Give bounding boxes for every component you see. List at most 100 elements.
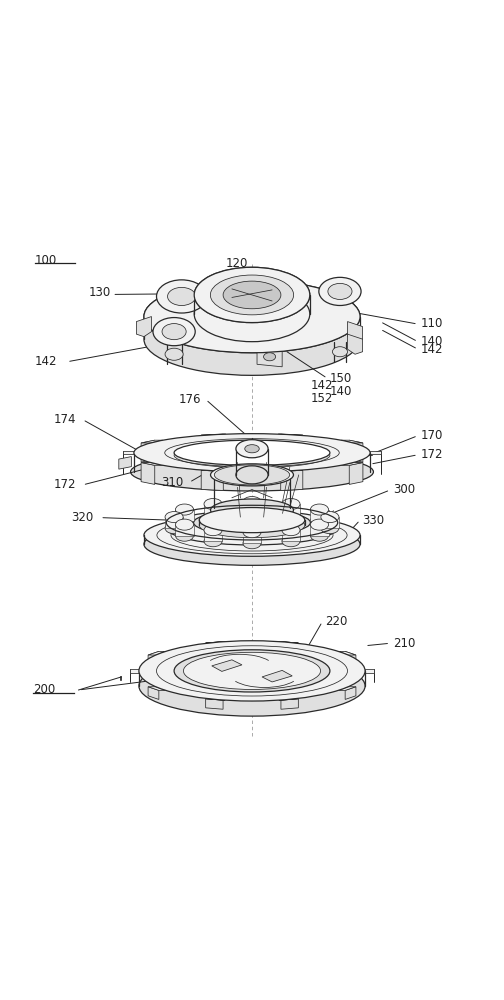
Polygon shape: [243, 502, 261, 513]
Ellipse shape: [248, 689, 256, 693]
Ellipse shape: [321, 512, 339, 523]
Polygon shape: [148, 687, 166, 690]
Polygon shape: [148, 651, 159, 664]
Text: 200: 200: [33, 683, 55, 696]
Ellipse shape: [243, 527, 261, 538]
Ellipse shape: [328, 283, 352, 299]
Text: 300: 300: [393, 483, 415, 496]
Polygon shape: [349, 440, 363, 462]
Ellipse shape: [204, 499, 222, 510]
Text: 210: 210: [393, 637, 415, 650]
Ellipse shape: [245, 445, 259, 453]
Polygon shape: [347, 322, 362, 342]
Text: 140: 140: [330, 385, 352, 398]
Polygon shape: [175, 525, 194, 536]
Text: 120: 120: [226, 257, 248, 270]
Polygon shape: [206, 642, 223, 652]
Polygon shape: [347, 334, 362, 354]
Ellipse shape: [310, 504, 329, 515]
Polygon shape: [281, 699, 298, 709]
Polygon shape: [365, 669, 374, 673]
Ellipse shape: [139, 641, 365, 701]
Polygon shape: [141, 463, 163, 465]
Ellipse shape: [174, 650, 330, 692]
Ellipse shape: [310, 515, 329, 526]
Ellipse shape: [167, 287, 196, 305]
Text: 110: 110: [420, 317, 443, 330]
Ellipse shape: [144, 523, 360, 565]
Ellipse shape: [139, 656, 365, 716]
Polygon shape: [279, 699, 298, 700]
Polygon shape: [281, 434, 303, 454]
Ellipse shape: [211, 499, 293, 521]
Polygon shape: [282, 530, 300, 541]
Polygon shape: [206, 642, 225, 643]
Ellipse shape: [144, 280, 360, 353]
Ellipse shape: [166, 510, 338, 545]
Ellipse shape: [204, 536, 222, 547]
Polygon shape: [165, 517, 183, 528]
Polygon shape: [349, 463, 363, 484]
Text: 220: 220: [325, 615, 347, 628]
Polygon shape: [278, 434, 303, 435]
Text: 172: 172: [53, 478, 76, 491]
Ellipse shape: [243, 538, 261, 549]
Ellipse shape: [264, 353, 276, 361]
Polygon shape: [212, 660, 242, 671]
Ellipse shape: [175, 515, 194, 526]
Polygon shape: [278, 470, 303, 471]
Text: 150: 150: [330, 372, 352, 385]
Text: 176: 176: [179, 393, 202, 406]
Text: 142: 142: [311, 379, 333, 392]
Ellipse shape: [204, 525, 222, 536]
Text: 140: 140: [420, 335, 443, 348]
Ellipse shape: [199, 508, 305, 533]
Ellipse shape: [183, 652, 321, 689]
Polygon shape: [282, 504, 300, 515]
Polygon shape: [201, 470, 223, 490]
Ellipse shape: [175, 519, 194, 530]
Text: 142: 142: [420, 343, 443, 356]
Text: 330: 330: [362, 514, 385, 527]
Ellipse shape: [310, 519, 329, 530]
Polygon shape: [201, 434, 226, 435]
Text: 142: 142: [35, 355, 57, 368]
Polygon shape: [175, 510, 194, 521]
Polygon shape: [321, 517, 339, 528]
Ellipse shape: [131, 453, 373, 491]
Ellipse shape: [194, 286, 310, 342]
Text: 152: 152: [311, 392, 333, 405]
Polygon shape: [123, 451, 135, 454]
Ellipse shape: [174, 440, 330, 465]
Ellipse shape: [236, 440, 268, 458]
Polygon shape: [310, 510, 329, 521]
Polygon shape: [201, 470, 226, 471]
Ellipse shape: [333, 347, 347, 357]
Polygon shape: [148, 651, 166, 655]
Ellipse shape: [165, 512, 183, 523]
Ellipse shape: [199, 513, 305, 538]
Ellipse shape: [236, 466, 268, 484]
Ellipse shape: [134, 434, 370, 472]
Text: 100: 100: [35, 254, 57, 267]
Ellipse shape: [144, 514, 360, 556]
Text: 174: 174: [53, 413, 76, 426]
Ellipse shape: [282, 536, 300, 547]
Polygon shape: [204, 504, 222, 515]
Ellipse shape: [282, 510, 300, 521]
Ellipse shape: [165, 523, 183, 534]
Ellipse shape: [165, 348, 183, 360]
Polygon shape: [262, 670, 292, 682]
Ellipse shape: [211, 464, 293, 486]
Ellipse shape: [157, 280, 207, 313]
Ellipse shape: [243, 508, 261, 519]
Polygon shape: [137, 317, 152, 337]
Text: 172: 172: [420, 448, 443, 461]
Ellipse shape: [310, 530, 329, 541]
Polygon shape: [345, 687, 356, 699]
Text: 310: 310: [161, 476, 184, 489]
Ellipse shape: [194, 267, 310, 323]
Polygon shape: [206, 699, 223, 709]
Text: 320: 320: [71, 511, 93, 524]
Ellipse shape: [243, 496, 261, 508]
